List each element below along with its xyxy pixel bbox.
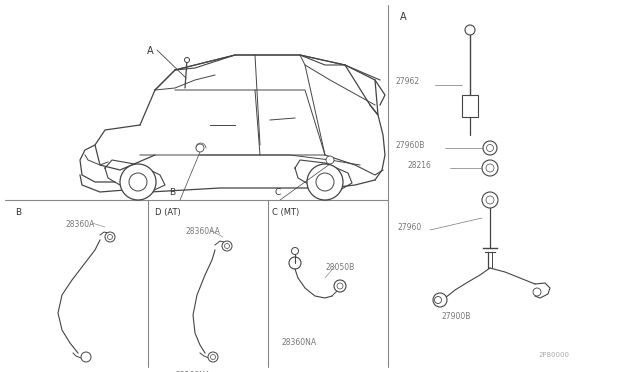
Circle shape bbox=[533, 288, 541, 296]
Circle shape bbox=[486, 196, 494, 204]
Text: A: A bbox=[147, 46, 154, 56]
Circle shape bbox=[307, 164, 343, 200]
Text: 28360AA: 28360AA bbox=[185, 227, 220, 236]
Text: C (MT): C (MT) bbox=[272, 208, 300, 217]
Text: 28360A: 28360A bbox=[65, 220, 94, 229]
Circle shape bbox=[208, 352, 218, 362]
Text: 27960: 27960 bbox=[398, 224, 422, 232]
Circle shape bbox=[105, 232, 115, 242]
Circle shape bbox=[334, 280, 346, 292]
Circle shape bbox=[433, 293, 447, 307]
Circle shape bbox=[222, 241, 232, 251]
Circle shape bbox=[81, 352, 91, 362]
Circle shape bbox=[225, 244, 230, 248]
Circle shape bbox=[435, 296, 442, 304]
Circle shape bbox=[326, 156, 334, 164]
Circle shape bbox=[211, 355, 216, 359]
Text: 28360NA: 28360NA bbox=[282, 338, 317, 347]
Text: 27960B: 27960B bbox=[395, 141, 424, 150]
Circle shape bbox=[120, 164, 156, 200]
Circle shape bbox=[289, 257, 301, 269]
Circle shape bbox=[486, 144, 493, 151]
Circle shape bbox=[184, 58, 189, 62]
Circle shape bbox=[316, 173, 334, 191]
Text: B: B bbox=[169, 188, 175, 197]
Text: C: C bbox=[275, 188, 281, 197]
Circle shape bbox=[108, 234, 113, 240]
Text: 28216: 28216 bbox=[408, 160, 432, 170]
Text: 27900B: 27900B bbox=[442, 312, 472, 321]
Text: 28360NA: 28360NA bbox=[175, 371, 210, 372]
Circle shape bbox=[482, 160, 498, 176]
Circle shape bbox=[483, 141, 497, 155]
Circle shape bbox=[465, 25, 475, 35]
Circle shape bbox=[486, 164, 494, 172]
Text: B: B bbox=[15, 208, 21, 217]
Text: 28050B: 28050B bbox=[325, 263, 355, 272]
Text: D (AT): D (AT) bbox=[155, 208, 180, 217]
Text: 2P80000: 2P80000 bbox=[539, 352, 570, 358]
Circle shape bbox=[129, 173, 147, 191]
Circle shape bbox=[291, 247, 298, 254]
Circle shape bbox=[196, 144, 204, 152]
Text: 27962: 27962 bbox=[395, 77, 419, 87]
Text: A: A bbox=[400, 12, 406, 22]
Bar bbox=[462, 95, 478, 117]
Circle shape bbox=[337, 283, 343, 289]
Circle shape bbox=[482, 192, 498, 208]
